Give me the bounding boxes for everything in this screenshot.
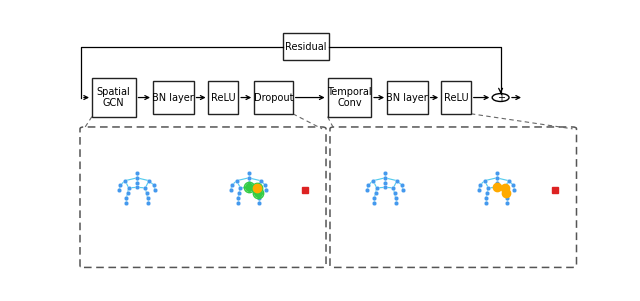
Polygon shape (502, 181, 555, 198)
Text: Spatial
GCN: Spatial GCN (97, 87, 131, 108)
Text: +: + (497, 92, 504, 103)
Text: ReLU: ReLU (444, 92, 468, 103)
Text: Temporal
Conv: Temporal Conv (327, 87, 372, 108)
FancyBboxPatch shape (153, 81, 193, 114)
Polygon shape (255, 181, 305, 198)
FancyBboxPatch shape (330, 127, 577, 267)
FancyBboxPatch shape (387, 81, 428, 114)
FancyBboxPatch shape (441, 81, 471, 114)
FancyBboxPatch shape (80, 127, 326, 267)
Text: ReLU: ReLU (211, 92, 236, 103)
FancyBboxPatch shape (209, 81, 238, 114)
FancyBboxPatch shape (254, 81, 292, 114)
Text: BN layer: BN layer (387, 92, 428, 103)
FancyBboxPatch shape (328, 79, 371, 117)
Text: Residual: Residual (285, 42, 327, 51)
Text: BN layer: BN layer (152, 92, 194, 103)
FancyBboxPatch shape (284, 33, 329, 61)
Text: Dropout: Dropout (253, 92, 293, 103)
FancyBboxPatch shape (92, 79, 136, 117)
